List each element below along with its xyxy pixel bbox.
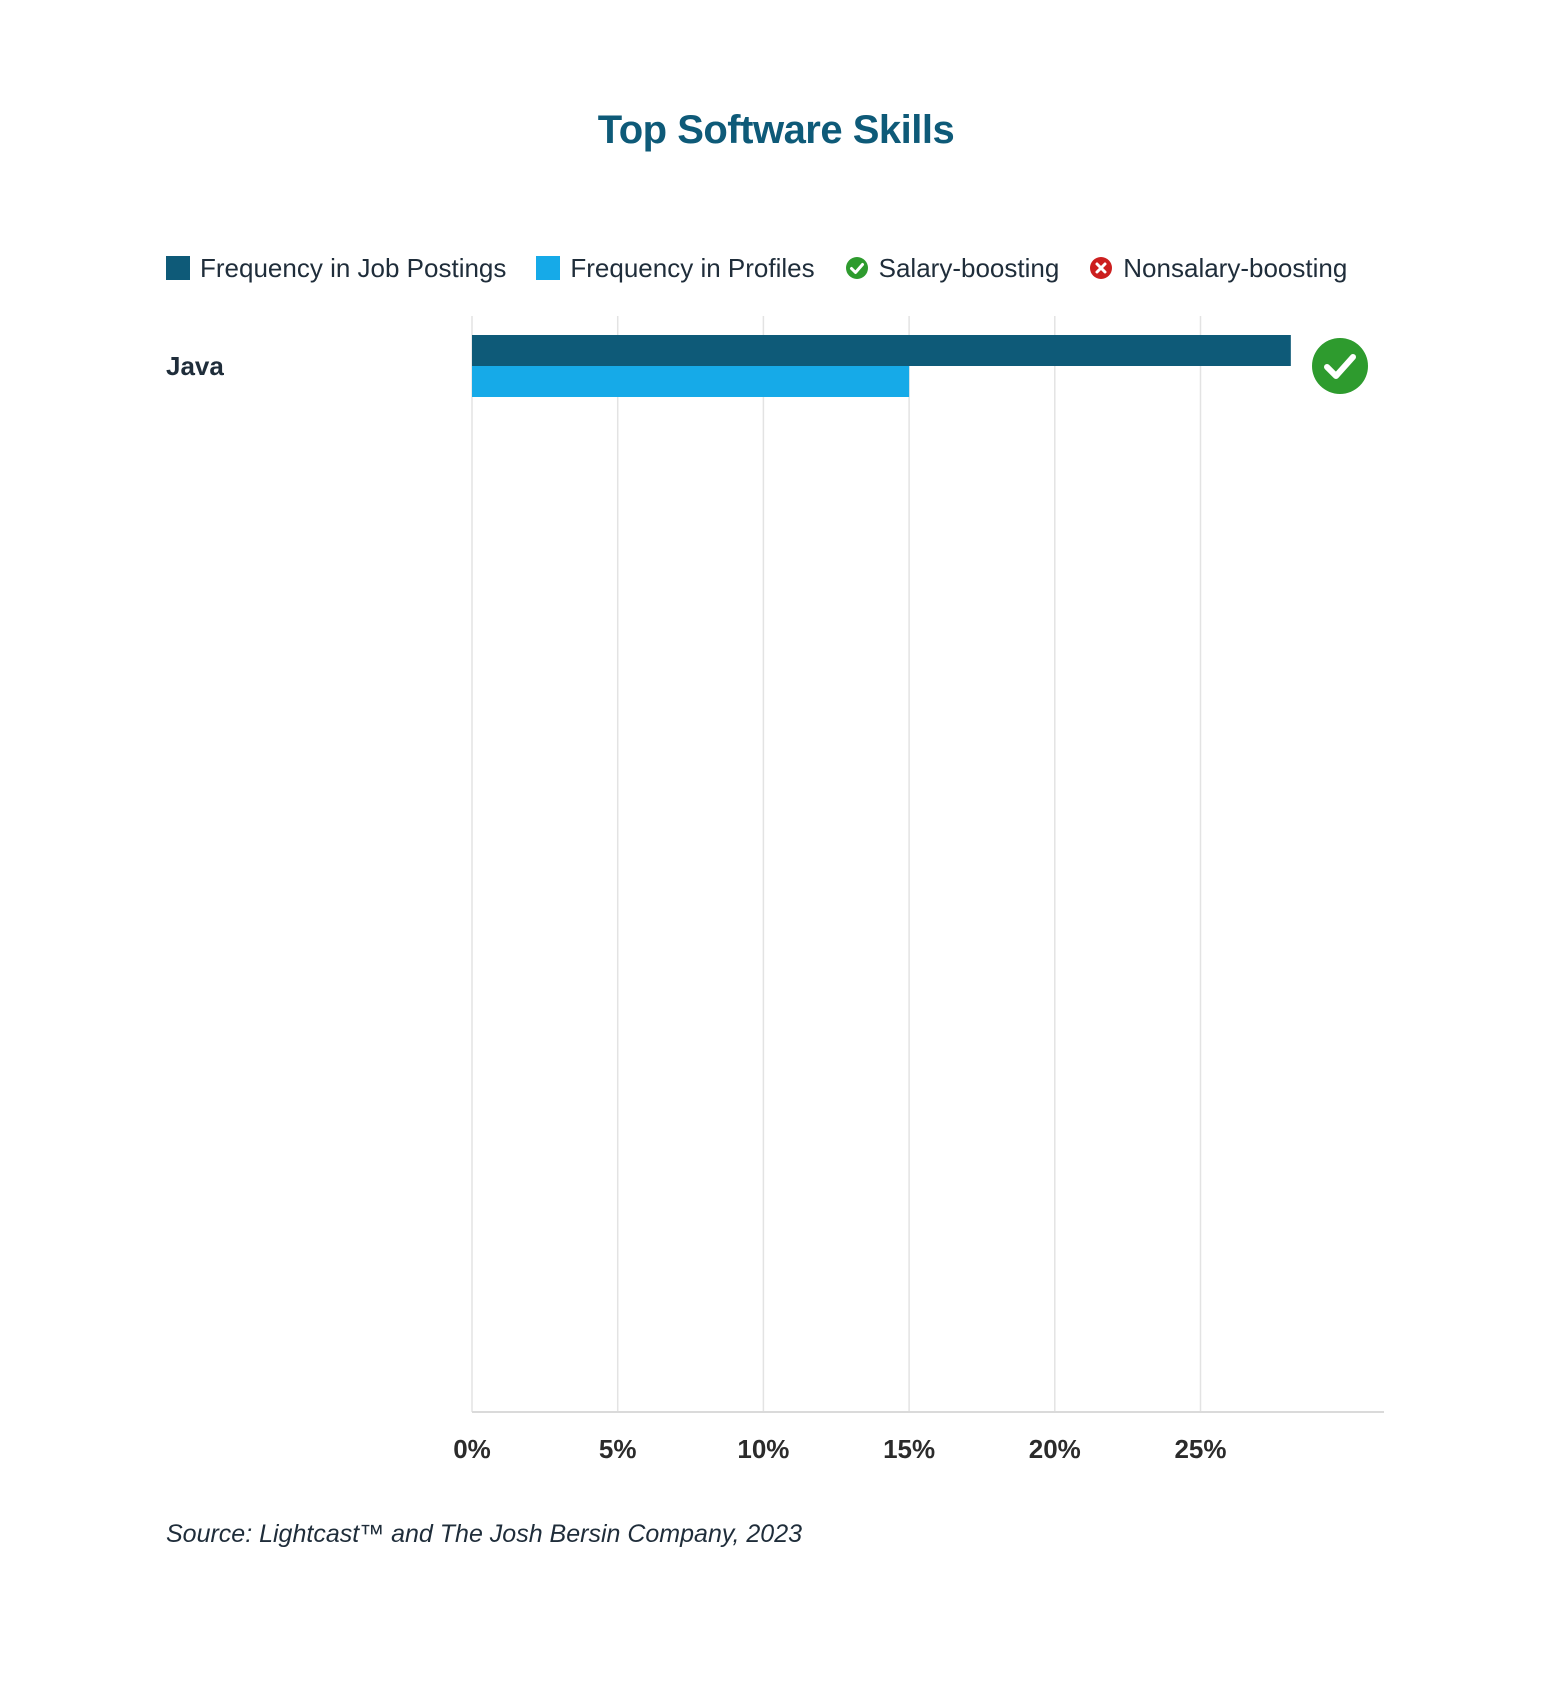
legend-item-profiles: Frequency in Profiles xyxy=(536,252,815,284)
legend-item-nonsalary-boosting: Nonsalary-boosting xyxy=(1089,253,1347,284)
x-tick-label: 15% xyxy=(883,1434,935,1464)
check-icon xyxy=(1324,354,1356,379)
bar-profiles xyxy=(472,366,910,397)
salary-boosting-icon xyxy=(1312,338,1368,394)
legend-item-job-postings: Frequency in Job Postings xyxy=(166,253,506,284)
x-tick-label: 20% xyxy=(1029,1434,1081,1464)
x-tick-label: 0% xyxy=(453,1434,491,1464)
legend-label-nonsalary-boosting: Nonsalary-boosting xyxy=(1123,252,1348,283)
legend-label-job-postings: Frequency in Job Postings xyxy=(200,252,507,283)
x-circle-icon xyxy=(1090,257,1113,279)
bar-job-postings xyxy=(472,335,1291,366)
legend-label-salary-boosting: Salary-boosting xyxy=(878,252,1060,283)
check-circle-icon xyxy=(845,257,868,279)
legend-swatch-profiles xyxy=(536,256,561,280)
legend-label-profiles: Frequency in Profiles xyxy=(570,252,815,283)
chart-legend: Frequency in Job Postings Frequency in P… xyxy=(166,250,1347,286)
x-tick-label: 25% xyxy=(1174,1434,1226,1464)
source-note: Source: Lightcast™ and The Josh Bersin C… xyxy=(166,1520,802,1548)
chart-title: Top Software Skills xyxy=(597,108,955,152)
legend-swatch-job-postings xyxy=(166,256,190,280)
category-label: Java xyxy=(166,351,224,381)
x-tick-label: 10% xyxy=(737,1434,789,1464)
legend-item-salary-boosting: Salary-boosting xyxy=(845,252,1060,284)
x-tick-label: 5% xyxy=(599,1434,637,1464)
